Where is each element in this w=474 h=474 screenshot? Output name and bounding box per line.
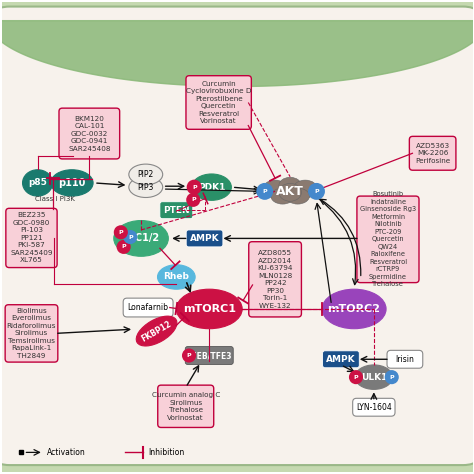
Ellipse shape	[157, 265, 195, 289]
Text: PTEN: PTEN	[163, 206, 190, 215]
Ellipse shape	[293, 180, 318, 198]
Text: mTORC1: mTORC1	[183, 304, 236, 314]
Text: p85: p85	[28, 178, 47, 187]
Text: TSC1/2: TSC1/2	[122, 233, 160, 244]
Ellipse shape	[51, 170, 93, 196]
Text: TFEB/TFE3: TFEB/TFE3	[186, 351, 232, 360]
Circle shape	[182, 348, 196, 363]
Ellipse shape	[263, 180, 287, 198]
Text: mTORC2: mTORC2	[328, 304, 381, 314]
Text: P: P	[191, 197, 196, 202]
Text: AKT: AKT	[276, 185, 304, 198]
Text: Lonafarnib: Lonafarnib	[128, 303, 169, 312]
Text: PDK1: PDK1	[198, 182, 225, 191]
Text: ULK1: ULK1	[361, 373, 387, 382]
Text: AMPK: AMPK	[190, 234, 219, 243]
Text: Rheb: Rheb	[164, 273, 189, 282]
Text: Class I PI3K: Class I PI3K	[35, 196, 74, 202]
FancyBboxPatch shape	[353, 398, 395, 416]
FancyBboxPatch shape	[410, 137, 456, 170]
Text: AZD8055
AZD2014
KU-63794
MLN0128
PP242
PP30
Torin-1
WYE-132: AZD8055 AZD2014 KU-63794 MLN0128 PP242 P…	[257, 250, 293, 309]
Text: P: P	[128, 235, 133, 239]
Text: AMPK: AMPK	[326, 355, 356, 364]
Ellipse shape	[114, 220, 168, 256]
Polygon shape	[0, 21, 474, 87]
Circle shape	[114, 225, 128, 239]
Text: p110: p110	[58, 178, 86, 188]
FancyBboxPatch shape	[185, 346, 233, 365]
Text: P: P	[118, 230, 123, 235]
Ellipse shape	[192, 174, 231, 201]
FancyBboxPatch shape	[59, 108, 119, 159]
Ellipse shape	[136, 316, 177, 346]
Circle shape	[256, 183, 273, 200]
Ellipse shape	[286, 188, 310, 204]
Text: P: P	[121, 245, 126, 249]
Text: P: P	[390, 374, 394, 380]
Circle shape	[187, 180, 202, 195]
FancyBboxPatch shape	[123, 298, 173, 317]
FancyBboxPatch shape	[186, 76, 251, 129]
FancyBboxPatch shape	[323, 351, 359, 368]
FancyBboxPatch shape	[6, 208, 57, 267]
Text: P: P	[263, 189, 267, 194]
Circle shape	[186, 193, 201, 207]
Text: Bosutinib
Indatraline
Ginsenoside Rg3
Metformin
Nilotinib
PTC-209
Quercetin
QW24: Bosutinib Indatraline Ginsenoside Rg3 Me…	[360, 191, 416, 287]
Circle shape	[123, 230, 137, 244]
Text: Biolimus
Everolimus
Ridaforolimus
Sirolimus
Temsirolimus
RapaLink-1
TH2849: Biolimus Everolimus Ridaforolimus Siroli…	[7, 308, 56, 359]
Text: Inhibition: Inhibition	[148, 448, 184, 457]
Text: BEZ235
GDC-0980
PI-103
PP121
PKI-587
SAR245409
XL765: BEZ235 GDC-0980 PI-103 PP121 PKI-587 SAR…	[10, 212, 53, 264]
Text: Curcumin analog C
Sirolimus
Trehalose
Vorinostat: Curcumin analog C Sirolimus Trehalose Vo…	[152, 392, 220, 420]
FancyBboxPatch shape	[357, 196, 419, 283]
FancyBboxPatch shape	[186, 230, 223, 247]
Ellipse shape	[176, 289, 242, 328]
Text: FKBP12: FKBP12	[140, 319, 173, 343]
Ellipse shape	[355, 365, 392, 389]
Text: LYN-1604: LYN-1604	[356, 403, 392, 412]
Circle shape	[308, 183, 325, 200]
Circle shape	[117, 240, 131, 254]
Ellipse shape	[129, 164, 163, 185]
Text: P: P	[192, 185, 197, 190]
FancyBboxPatch shape	[160, 202, 193, 219]
Circle shape	[385, 370, 399, 384]
Text: PIP3: PIP3	[137, 182, 154, 191]
Ellipse shape	[23, 170, 53, 196]
Text: Curcumin
Cyclovirobuxine D
Pterostilbene
Quercetin
Resveratrol
Vorinostat: Curcumin Cyclovirobuxine D Pterostilbene…	[186, 81, 251, 124]
Circle shape	[349, 370, 363, 384]
Ellipse shape	[271, 188, 294, 204]
FancyBboxPatch shape	[5, 305, 58, 362]
Text: Irisin: Irisin	[395, 355, 414, 364]
Ellipse shape	[279, 177, 301, 194]
FancyBboxPatch shape	[387, 350, 423, 368]
Text: P: P	[354, 374, 358, 380]
Text: P: P	[187, 353, 191, 358]
FancyBboxPatch shape	[158, 385, 214, 428]
Text: PIP2: PIP2	[137, 170, 154, 179]
Ellipse shape	[129, 177, 163, 198]
Ellipse shape	[279, 183, 301, 201]
Text: Activation: Activation	[47, 448, 86, 457]
Ellipse shape	[322, 289, 386, 328]
FancyBboxPatch shape	[0, 7, 474, 465]
Text: AZD5363
MK-2206
Perifosine: AZD5363 MK-2206 Perifosine	[415, 143, 450, 164]
Text: BKM120
CAL-101
GDC-0032
GDC-0941
SAR245408: BKM120 CAL-101 GDC-0032 GDC-0941 SAR2454…	[68, 116, 110, 152]
Text: P: P	[314, 189, 319, 194]
FancyBboxPatch shape	[249, 242, 301, 317]
